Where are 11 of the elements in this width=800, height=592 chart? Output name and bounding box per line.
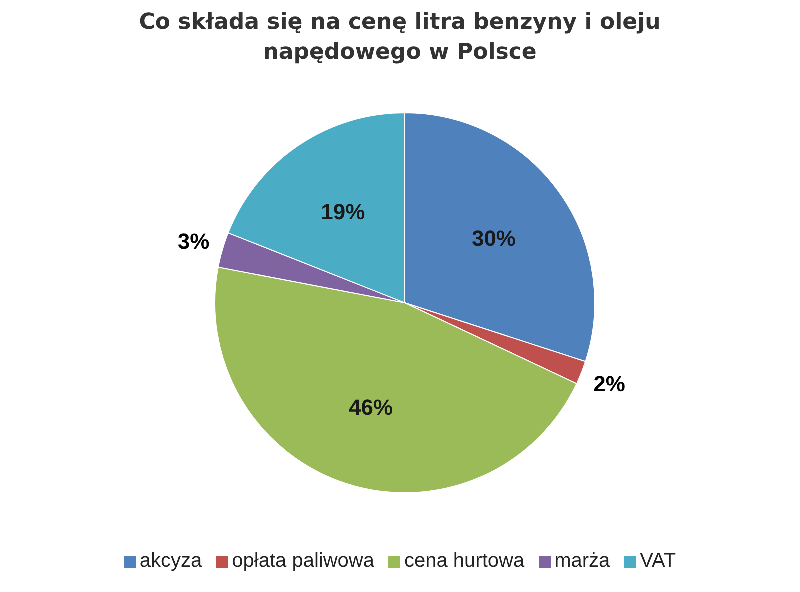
data-label: 3% [178,229,210,254]
data-label: 2% [594,371,626,396]
chart-title: Co składa się na cenę litra benzyny i oleju napędowego w Polsce [138,9,662,67]
data-label: 30% [472,226,516,251]
legend-label: VAT [639,550,676,573]
legend-label: opłata paliwowa [231,550,374,573]
legend-label: cena hurtowa [403,550,525,573]
data-label: 46% [348,395,394,420]
legend-label: marża [554,550,610,573]
legend-label: akcyza [138,550,202,573]
data-label: 19% [321,200,366,225]
